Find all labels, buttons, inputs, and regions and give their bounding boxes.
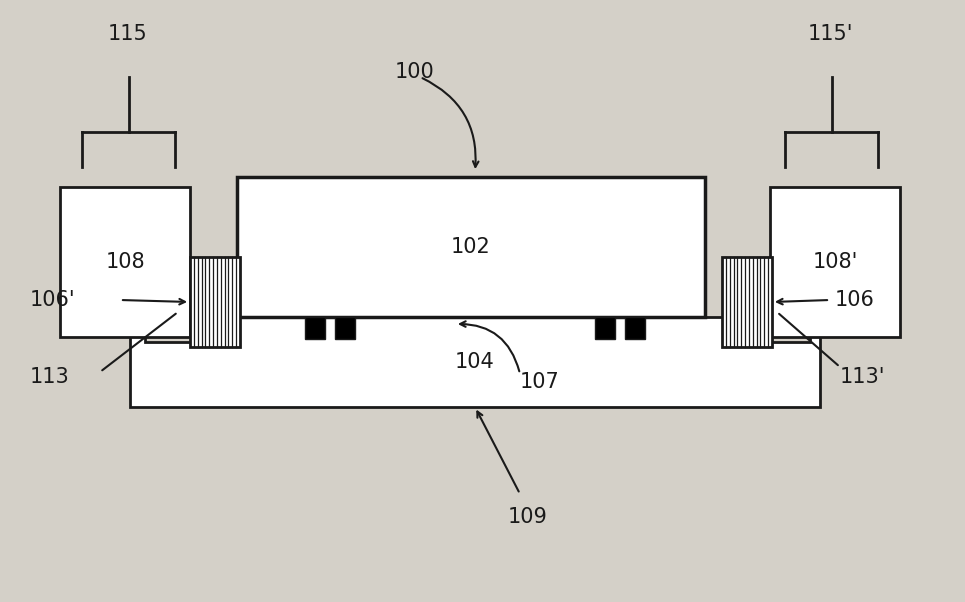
Text: 115': 115'	[808, 24, 853, 44]
Bar	[770, 187, 900, 337]
Bar	[625, 317, 645, 339]
Bar	[595, 317, 615, 339]
Bar	[145, 312, 200, 342]
Text: 104: 104	[455, 352, 495, 372]
Text: 113': 113'	[840, 367, 886, 387]
Bar	[60, 187, 190, 337]
Text: 115: 115	[108, 24, 148, 44]
Text: 106': 106'	[30, 290, 75, 310]
Text: 109: 109	[508, 507, 548, 527]
Text: 113: 113	[30, 367, 69, 387]
Bar	[722, 257, 772, 347]
Text: 100: 100	[395, 62, 435, 82]
Bar	[755, 312, 810, 342]
Text: 107: 107	[520, 372, 560, 392]
Bar	[305, 317, 325, 339]
Text: 106: 106	[835, 290, 875, 310]
Bar	[130, 317, 820, 407]
Bar	[335, 317, 355, 339]
Bar	[190, 257, 240, 347]
Text: 108': 108'	[813, 252, 858, 272]
Text: 108: 108	[105, 252, 145, 272]
Text: 102: 102	[451, 237, 491, 257]
Bar	[237, 177, 705, 317]
